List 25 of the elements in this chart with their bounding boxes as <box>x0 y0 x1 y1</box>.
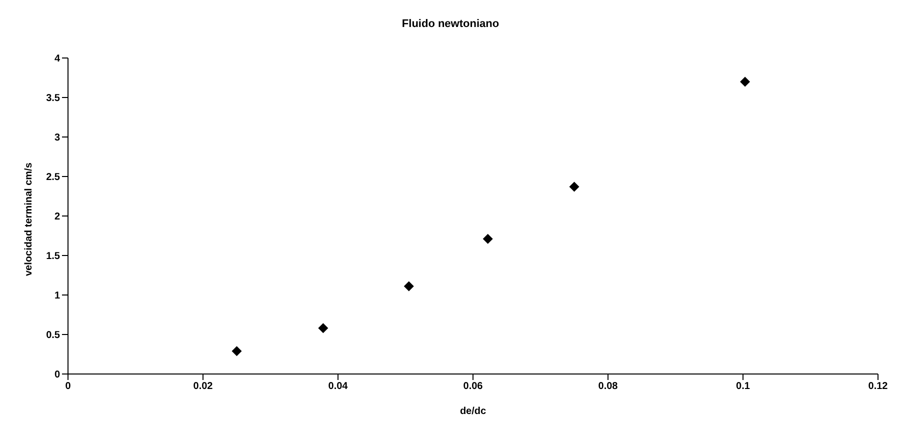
point <box>740 76 750 87</box>
y-tick-label: 1.5 <box>46 251 60 262</box>
y-tick-label: 2.5 <box>46 172 60 184</box>
x-tick-label: 0.1 <box>736 381 750 392</box>
point <box>482 234 493 244</box>
x-tick-label: 0.04 <box>328 381 348 392</box>
x-tick-label: 0.06 <box>463 381 484 392</box>
x-tick-label: 0.08 <box>598 381 618 392</box>
y-axis-title: velocidad terminal cm/s <box>24 162 35 276</box>
point <box>318 323 328 334</box>
point <box>404 281 414 292</box>
x-tick-label: 0 <box>65 381 72 392</box>
x-tick-label: 0.12 <box>868 381 888 392</box>
y-tick-label: 2 <box>54 212 60 223</box>
y-tick-label: 3.5 <box>46 93 60 104</box>
x-axis-title: de/dc <box>460 406 486 417</box>
y-tick-label: 3 <box>54 132 60 144</box>
y-tick-label: 1 <box>54 290 60 302</box>
y-tick-label: 0 <box>54 370 60 381</box>
point <box>232 346 242 356</box>
chart-title: Fluido newtoniano <box>400 18 500 30</box>
y-tick-label: 4 <box>54 54 60 65</box>
y-tick-label: 0.5 <box>46 330 60 342</box>
x-tick-label: 0.02 <box>193 381 214 392</box>
point <box>569 182 580 192</box>
